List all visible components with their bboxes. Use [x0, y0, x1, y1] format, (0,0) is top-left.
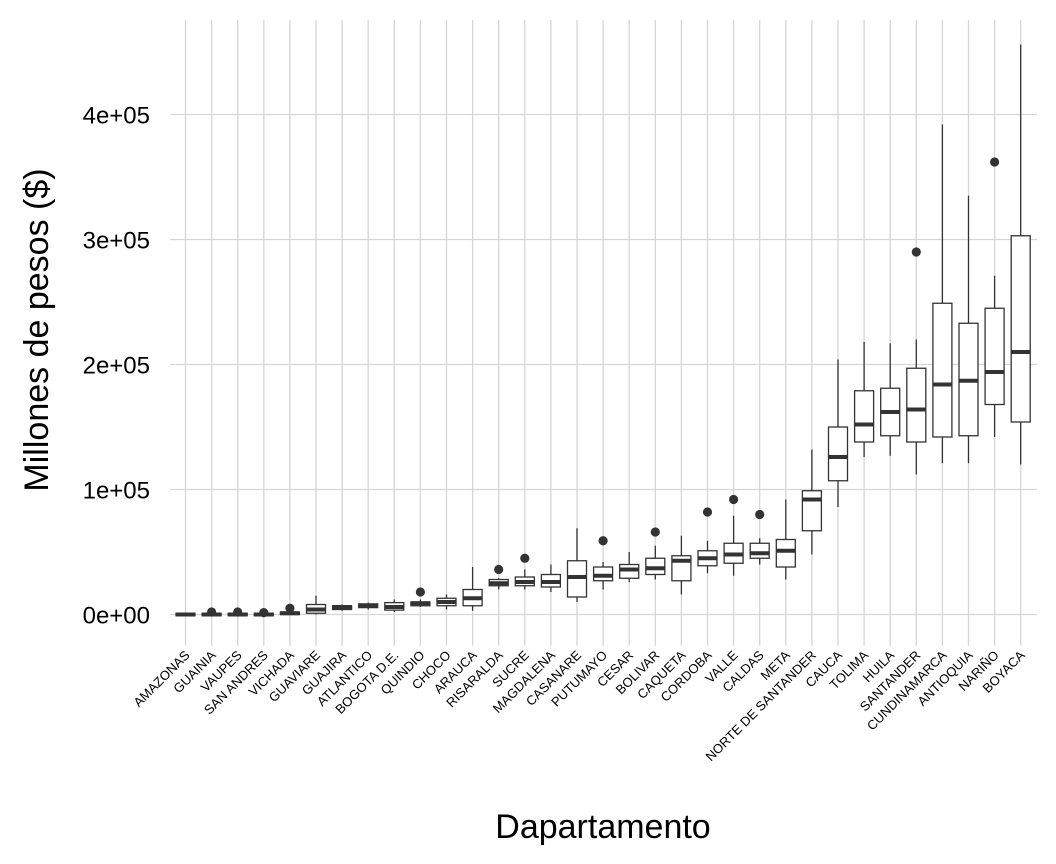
- iqr-box: [749, 542, 770, 559]
- box-huila: [880, 343, 901, 456]
- box-tolima: [853, 342, 875, 457]
- y-tick-label: 4e+05: [83, 103, 150, 130]
- outlier-point: [285, 603, 295, 613]
- y-tick-label: 2e+05: [83, 353, 150, 380]
- iqr-box: [932, 302, 953, 438]
- outlier-point: [702, 507, 713, 517]
- box-amazonas: [175, 612, 196, 617]
- outlier-point: [598, 536, 608, 546]
- outlier-point: [207, 607, 217, 617]
- box-magdalena: [540, 564, 562, 592]
- outlier-point: [990, 157, 1000, 167]
- outlier-point: [259, 608, 269, 618]
- iqr-box: [906, 367, 927, 443]
- box-sucre: [514, 553, 535, 590]
- iqr-box: [1010, 235, 1031, 423]
- box-arauca: [462, 567, 483, 611]
- box-boyaca: [1010, 44, 1031, 465]
- box-quindio: [410, 587, 431, 607]
- y-tick-label: 1e+05: [83, 478, 150, 505]
- box-risaralda: [488, 564, 509, 590]
- outlier-point: [415, 587, 425, 597]
- boxes: [175, 44, 1031, 618]
- box-norte-de-santander: [801, 449, 823, 555]
- outlier-point: [650, 527, 660, 537]
- box-bogota-d-e-: [384, 599, 405, 612]
- outlier-point: [494, 564, 504, 575]
- box-cundinamarca: [932, 124, 953, 464]
- box-casanare: [566, 528, 588, 602]
- box-santander: [906, 247, 927, 475]
- box-guaviare: [305, 595, 327, 615]
- box-antioquia: [958, 195, 979, 464]
- outlier-point: [729, 494, 739, 505]
- outlier-point: [520, 553, 530, 563]
- box-meta: [775, 499, 796, 580]
- box-nariño: [984, 157, 1005, 437]
- x-axis-title: Dapartamento: [495, 808, 710, 846]
- box-san-andres: [253, 608, 274, 618]
- box-guajira: [331, 604, 353, 611]
- box-caldas: [749, 509, 770, 565]
- iqr-box: [775, 538, 796, 568]
- y-tick-label: 0e+00: [83, 603, 150, 630]
- box-cesar: [619, 552, 640, 582]
- outlier-point: [755, 509, 765, 520]
- box-guainia: [201, 607, 222, 617]
- box-vichada: [279, 603, 301, 616]
- box-valle: [723, 494, 744, 576]
- box-choco: [436, 594, 457, 610]
- outlier-point: [233, 607, 243, 617]
- y-tick-label: 3e+05: [83, 228, 150, 255]
- box-cauca: [827, 359, 849, 507]
- iqr-box: [984, 307, 1005, 406]
- gridlines: [170, 20, 1037, 646]
- outlier-point: [911, 247, 921, 257]
- box-vaupes: [227, 607, 248, 617]
- iqr-box: [827, 426, 849, 482]
- y-axis-title: Millones de pesos ($): [18, 168, 56, 491]
- y-axis-ticks: 0e+00 1e+05 2e+05 3e+05 4e+05: [83, 103, 150, 630]
- box-putumayo: [592, 536, 614, 590]
- box-caqueta: [671, 535, 692, 595]
- iqr-box: [801, 490, 823, 532]
- iqr-box: [853, 390, 875, 443]
- box-atlantico: [358, 602, 379, 610]
- box-cordoba: [697, 507, 718, 574]
- box-bolivar: [645, 527, 666, 580]
